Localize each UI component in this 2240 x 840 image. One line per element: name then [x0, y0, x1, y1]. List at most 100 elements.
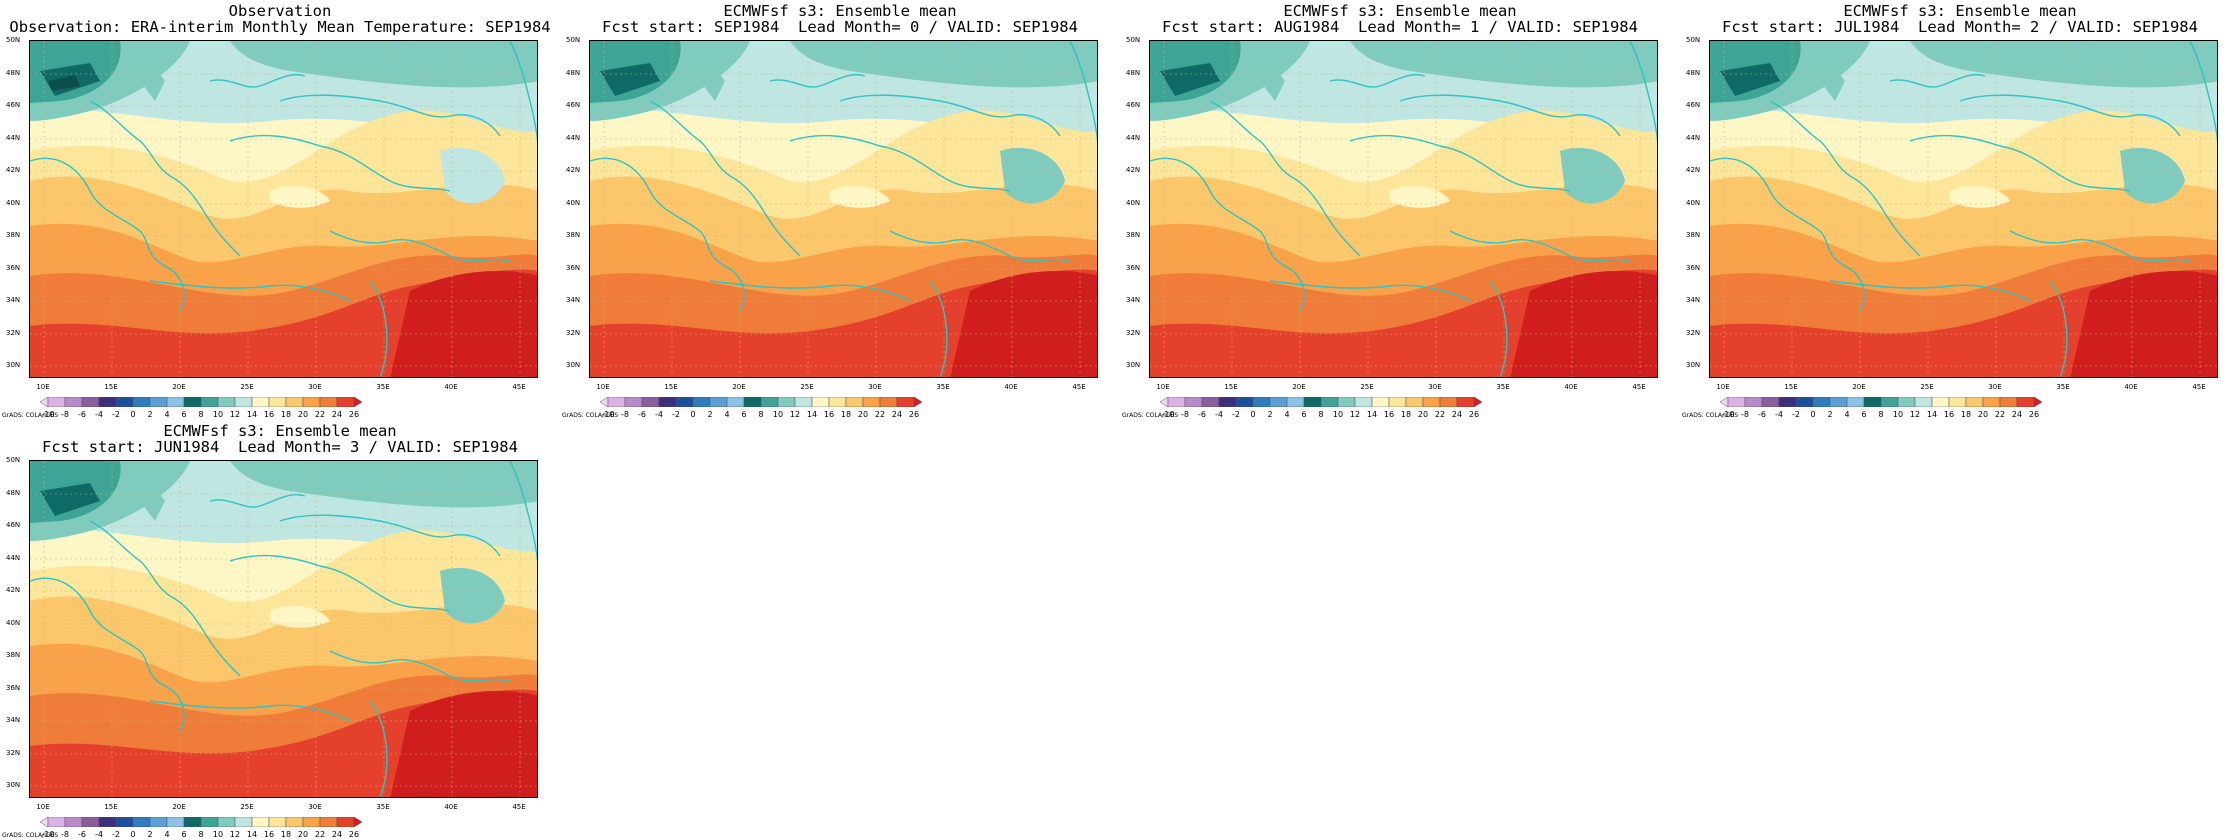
- grads-credit: GrADS: COLA/IGES: [562, 412, 619, 419]
- latitude-tick-label: 46N: [566, 101, 581, 109]
- latitude-tick-label: 32N: [566, 329, 581, 337]
- colorbar-label: 0: [130, 410, 136, 419]
- latitude-tick-label: 40N: [566, 199, 581, 207]
- colorbar-label: 22: [314, 410, 326, 419]
- colorbar-label: -10: [601, 410, 615, 419]
- longitude-tick-label: 25E: [1920, 383, 1934, 391]
- colorbar-label: -8: [1741, 410, 1749, 419]
- colorbar-label: -2: [112, 830, 120, 839]
- latitude-tick-label: 50N: [566, 36, 581, 44]
- temperature-map: [29, 40, 538, 378]
- colorbar-label: 10: [1332, 410, 1344, 419]
- latitude-tick-label: 48N: [6, 489, 21, 497]
- latitude-tick-label: 34N: [1686, 296, 1701, 304]
- colorbar-label: -10: [1721, 410, 1735, 419]
- panel-subtitle: Fcst start: JUN1984 Lead Month= 3 / VALI…: [42, 438, 518, 456]
- longitude-tick-label: 45E: [1632, 383, 1646, 391]
- colorbar-label: 6: [741, 410, 747, 419]
- longitude-tick-label: 25E: [240, 803, 254, 811]
- latitude-tick-label: 32N: [1126, 329, 1141, 337]
- longitude-tick-label: 35E: [1496, 383, 1510, 391]
- shaded-temperature-field: [1150, 41, 1657, 377]
- colorbar-label: 18: [1400, 410, 1412, 419]
- colorbar-label: 2: [1267, 410, 1273, 419]
- latitude-tick-label: 48N: [566, 69, 581, 77]
- colorbar-label: 4: [1284, 410, 1290, 419]
- longitude-tick-label: 35E: [376, 383, 390, 391]
- colorbar-label: 22: [874, 410, 886, 419]
- longitude-tick-label: 30E: [308, 383, 322, 391]
- colorbar-label: 24: [2011, 410, 2023, 419]
- colorbar-label: -4: [1215, 410, 1223, 419]
- shaded-temperature-field: [30, 461, 537, 797]
- colorbar-label: 6: [181, 830, 187, 839]
- latitude-tick-label: 40N: [6, 199, 21, 207]
- colorbar-label: 26: [348, 410, 360, 419]
- colorbar-label: 18: [840, 410, 852, 419]
- longitude-tick-label: 10E: [36, 383, 50, 391]
- longitude-tick-label: 35E: [376, 803, 390, 811]
- latitude-tick-label: 44N: [1686, 134, 1701, 142]
- colorbar-label: 10: [212, 830, 224, 839]
- colorbar-label: -6: [1758, 410, 1766, 419]
- longitude-tick-label: 10E: [596, 383, 610, 391]
- longitude-tick-label: 20E: [1852, 383, 1866, 391]
- longitude-tick-label: 15E: [104, 803, 118, 811]
- colorbar-label: -10: [41, 830, 55, 839]
- colorbar-label: 14: [246, 830, 258, 839]
- colorbar-label: 2: [1827, 410, 1833, 419]
- colorbar-label: -2: [1792, 410, 1800, 419]
- latitude-tick-label: 38N: [1126, 231, 1141, 239]
- panel-title: ECMWFsf s3: Ensemble mean: [163, 422, 397, 440]
- longitude-tick-label: 40E: [444, 803, 458, 811]
- longitude-tick-label: 45E: [1072, 383, 1086, 391]
- colorbar-label: 20: [1417, 410, 1429, 419]
- colorbar-label: -4: [1775, 410, 1783, 419]
- latitude-tick-label: 38N: [566, 231, 581, 239]
- colorbar-label: 12: [1349, 410, 1361, 419]
- latitude-tick-label: 36N: [1126, 264, 1141, 272]
- map-panel: ECMWFsf s3: Ensemble mean Fcst start: JUL…: [1680, 0, 2240, 420]
- temperature-map: [29, 460, 538, 798]
- colorbar-label: 4: [724, 410, 730, 419]
- latitude-tick-label: 30N: [1126, 361, 1141, 369]
- longitude-tick-label: 30E: [308, 803, 322, 811]
- latitude-tick-label: 30N: [1686, 361, 1701, 369]
- longitude-tick-label: 20E: [172, 383, 186, 391]
- longitude-tick-label: 30E: [1428, 383, 1442, 391]
- colorbar-label: 2: [147, 410, 153, 419]
- latitude-tick-label: 50N: [1126, 36, 1141, 44]
- latitude-tick-label: 36N: [1686, 264, 1701, 272]
- colorbar-label: 26: [348, 830, 360, 839]
- colorbar-label: 18: [1960, 410, 1972, 419]
- shaded-temperature-field: [30, 41, 537, 377]
- colorbar-label: -8: [621, 410, 629, 419]
- colorbar-label: 4: [164, 410, 170, 419]
- latitude-tick-label: 48N: [6, 69, 21, 77]
- latitude-tick-label: 50N: [6, 456, 21, 464]
- colorbar: [40, 817, 363, 827]
- latitude-tick-label: 30N: [6, 361, 21, 369]
- latitude-tick-label: 44N: [566, 134, 581, 142]
- longitude-tick-label: 40E: [2124, 383, 2138, 391]
- longitude-tick-label: 10E: [36, 803, 50, 811]
- colorbar-label: 8: [198, 830, 204, 839]
- colorbar-label: 0: [130, 830, 136, 839]
- colorbar-label: 14: [1926, 410, 1938, 419]
- latitude-tick-label: 42N: [6, 166, 21, 174]
- colorbar-label: 16: [823, 410, 835, 419]
- longitude-tick-label: 10E: [1716, 383, 1730, 391]
- colorbar-label: 10: [1892, 410, 1904, 419]
- longitude-tick-label: 15E: [1784, 383, 1798, 391]
- colorbar: [1160, 397, 1483, 407]
- colorbar-label: 0: [1810, 410, 1816, 419]
- grads-credit: GrADS: COLA/IGES: [2, 412, 59, 419]
- longitude-tick-label: 20E: [172, 803, 186, 811]
- colorbar-label: -4: [655, 410, 663, 419]
- colorbar: [1720, 397, 2043, 407]
- temperature-map: [1709, 40, 2218, 378]
- longitude-tick-label: 35E: [936, 383, 950, 391]
- latitude-tick-label: 34N: [1126, 296, 1141, 304]
- latitude-tick-label: 36N: [566, 264, 581, 272]
- colorbar-label: 14: [1366, 410, 1378, 419]
